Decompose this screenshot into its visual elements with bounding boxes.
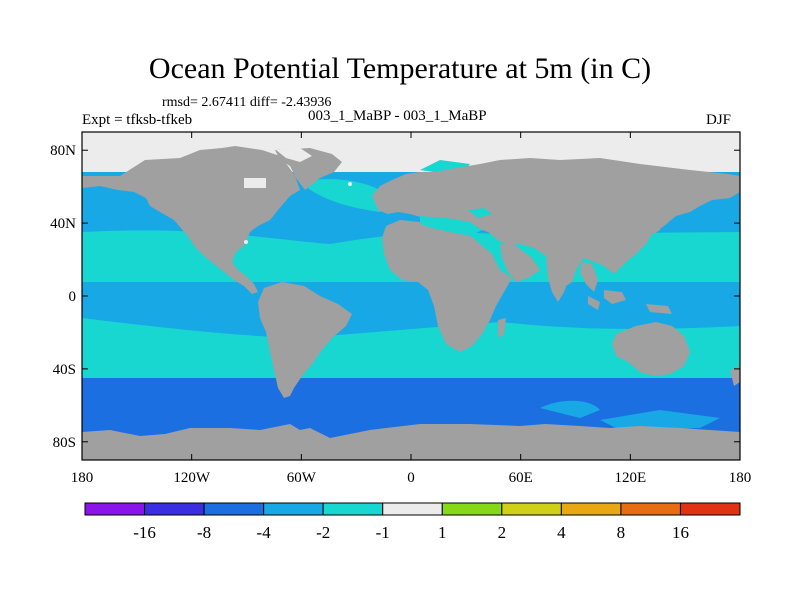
colorbar-label: -4 xyxy=(257,523,272,542)
colorbar-swatch xyxy=(679,502,741,516)
new-guinea xyxy=(646,304,672,314)
map-area xyxy=(82,132,740,460)
japan xyxy=(654,210,664,234)
colorbar-label: -16 xyxy=(133,523,156,542)
x-tick-label: 120W xyxy=(173,470,211,486)
colorbar-label: -2 xyxy=(316,523,330,542)
hudson-bay xyxy=(244,178,266,188)
x-tick-label: 180 xyxy=(71,470,94,486)
x-tick-label: 0 xyxy=(407,470,415,486)
eurasia xyxy=(372,158,740,286)
colorbar-swatch xyxy=(560,502,622,516)
ice-speck xyxy=(348,182,352,186)
colorbar-label: 1 xyxy=(438,523,447,542)
colorbar-swatch xyxy=(144,502,205,516)
case-label: 003_1_MaBP - 003_1_MaBP xyxy=(308,108,487,124)
colorbar-swatch xyxy=(441,502,503,516)
colorbar-swatch xyxy=(382,502,443,516)
colorbar-swatch xyxy=(84,502,146,516)
colorbar-swatch xyxy=(203,502,265,516)
colorbar-label: -8 xyxy=(197,523,211,542)
colorbar-label: 2 xyxy=(498,523,507,542)
southern-subtropic-band xyxy=(82,318,740,378)
axes: 180 120W 60W 0 60E 120E 180 80N 40N 0 40S 80S xyxy=(50,132,751,486)
africa xyxy=(382,220,512,352)
x-tick-label: 60E xyxy=(509,470,533,486)
tropical-band xyxy=(82,282,740,320)
colorbar-label: -1 xyxy=(376,523,390,542)
arabia xyxy=(500,244,540,282)
southern-ocean-patch-2 xyxy=(600,410,720,430)
black-sea xyxy=(468,208,492,218)
southeast-asia xyxy=(580,262,598,292)
colorbar-swatch xyxy=(263,502,324,516)
australia xyxy=(612,322,690,376)
y-tick-label: 40N xyxy=(50,216,76,232)
caspian-land xyxy=(508,218,516,228)
south-america xyxy=(258,282,352,398)
season-label: DJF xyxy=(706,112,732,128)
experiment-label: Expt = tfksb-tfkeb xyxy=(82,112,193,128)
y-tick-label: 80N xyxy=(50,143,76,159)
y-tick-label: 40S xyxy=(53,362,76,378)
colorbar-swatch xyxy=(322,502,384,516)
north-atlantic-patch xyxy=(300,179,400,212)
x-tick-label: 180 xyxy=(729,470,752,486)
colorbar-swatch xyxy=(501,502,562,516)
colorbar-label: 16 xyxy=(672,523,689,542)
colorbar: -16 -8 -4 -2 -1 1 2 4 8 16 xyxy=(84,502,741,542)
madagascar xyxy=(498,318,506,338)
southern-ocean-patch xyxy=(540,400,600,418)
gulf-speck xyxy=(244,240,248,244)
x-tick-label: 60W xyxy=(287,470,317,486)
colorbar-label: 8 xyxy=(617,523,626,542)
stats-subtitle: rmsd= 2.67411 diff= -2.43936 xyxy=(162,95,332,110)
indonesia-sumatra xyxy=(588,296,600,310)
colorbar-label: 4 xyxy=(557,523,566,542)
india xyxy=(546,258,572,302)
indonesia-borneo xyxy=(604,290,626,304)
greenland-ice xyxy=(276,148,312,162)
x-tick-label: 120E xyxy=(614,470,646,486)
chart-title: Ocean Potential Temperature at 5m (in C) xyxy=(148,52,652,85)
antarctica xyxy=(82,424,740,460)
y-tick-label: 80S xyxy=(53,435,76,451)
y-tick-label: 0 xyxy=(69,289,77,305)
new-zealand xyxy=(730,366,740,386)
mediterranean-sea xyxy=(420,216,482,236)
colorbar-swatch xyxy=(620,502,681,516)
